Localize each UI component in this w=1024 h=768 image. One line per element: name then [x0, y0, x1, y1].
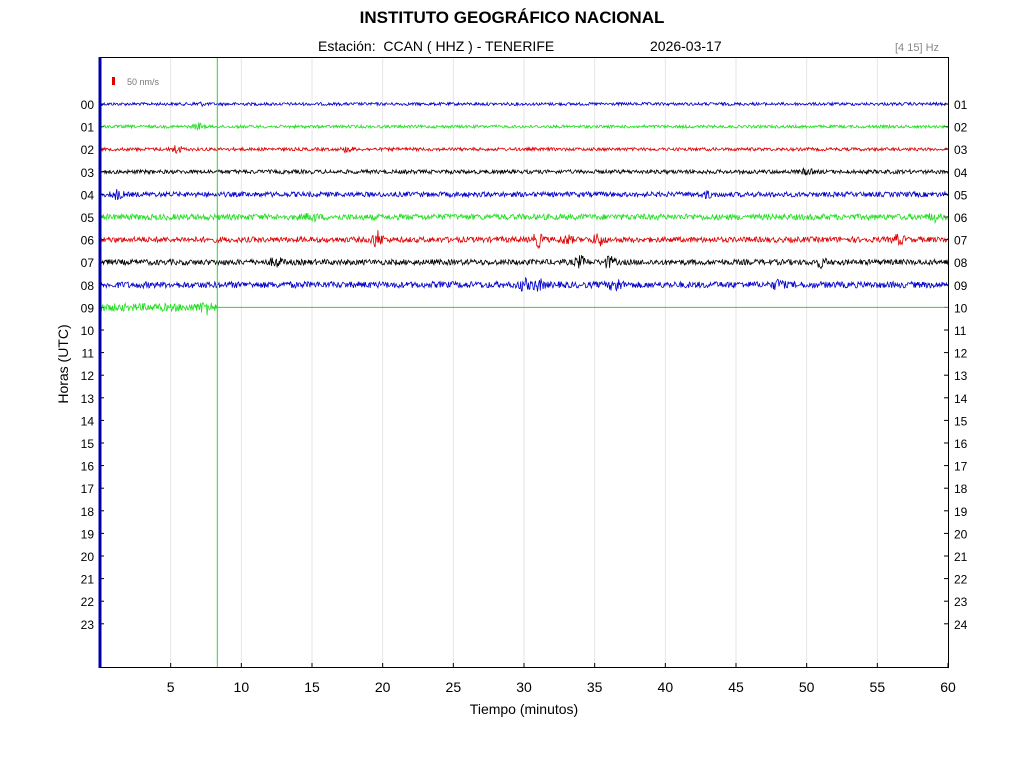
hour-label-left: 23 — [81, 618, 95, 632]
hour-label-right: 02 — [954, 121, 968, 135]
hour-label-right: 05 — [954, 188, 968, 202]
hour-label-left: 07 — [81, 256, 95, 270]
hour-label-left: 15 — [81, 437, 95, 451]
scale-bar — [112, 77, 115, 85]
hour-label-left: 03 — [81, 166, 95, 180]
hour-label-left: 17 — [81, 482, 95, 496]
hour-label-right: 15 — [954, 414, 968, 428]
hour-label-right: 07 — [954, 234, 968, 248]
trace-hour-06 — [99, 230, 948, 250]
hour-label-right: 22 — [954, 573, 968, 587]
hour-label-left: 00 — [81, 98, 95, 112]
hour-label-left: 22 — [81, 595, 95, 609]
hour-label-left: 09 — [81, 301, 95, 315]
hour-label-right: 21 — [954, 550, 968, 564]
hour-label-right: 10 — [954, 301, 968, 315]
date-label: 2026-03-17 — [650, 38, 722, 54]
hour-label-right: 23 — [954, 595, 968, 609]
hour-label-right: 19 — [954, 505, 968, 519]
hour-label-left: 04 — [81, 188, 95, 202]
hour-label-left: 08 — [81, 279, 95, 293]
x-axis-label: Tiempo (minutos) — [470, 701, 578, 717]
x-tick-label: 35 — [587, 679, 603, 695]
hour-label-right: 09 — [954, 279, 968, 293]
station-label: Estación: CCAN ( HHZ ) - TENERIFE — [318, 38, 555, 54]
x-tick-label: 50 — [799, 679, 815, 695]
trace-hour-02 — [99, 145, 949, 155]
hour-label-right: 11 — [954, 324, 967, 338]
trace-hour-08 — [99, 276, 949, 292]
hour-label-right: 04 — [954, 166, 968, 180]
x-tick-label: 45 — [728, 679, 744, 695]
hour-label-right: 12 — [954, 347, 968, 361]
y-axis-label: Horas (UTC) — [55, 324, 71, 403]
filter-label: [4 15] Hz — [895, 42, 940, 54]
hour-label-right: 18 — [954, 482, 968, 496]
hour-label-left: 19 — [81, 527, 95, 541]
trace-hour-04 — [99, 189, 949, 201]
hour-label-left: 20 — [81, 550, 95, 564]
x-tick-label: 25 — [446, 679, 462, 695]
trace-hour-05 — [99, 212, 948, 225]
trace-hour-07 — [99, 255, 949, 270]
hour-label-right: 14 — [954, 392, 968, 406]
x-tick-label: 60 — [940, 679, 956, 695]
hour-label-left: 06 — [81, 234, 95, 248]
hour-label-left: 14 — [81, 414, 95, 428]
hour-label-right: 01 — [954, 98, 968, 112]
x-tick-label: 40 — [658, 679, 674, 695]
hour-label-right: 24 — [954, 618, 968, 632]
page-title: INSTITUTO GEOGRÁFICO NACIONAL — [359, 8, 665, 27]
x-tick-label: 55 — [870, 679, 886, 695]
axis-labels: 5 10 15 20 25 30 35 40 45 50 55 60 00 01 02 03 04 05 06 07 0… — [81, 98, 968, 695]
grid — [100, 58, 949, 668]
hour-label-left: 16 — [81, 460, 95, 474]
trace-hour-01 — [99, 122, 949, 131]
x-tick-label: 10 — [234, 679, 250, 695]
hour-label-left: 01 — [81, 121, 95, 135]
hour-label-right: 17 — [954, 460, 968, 474]
trace-hour-00 — [99, 101, 948, 108]
x-tick-label: 5 — [167, 679, 175, 695]
hour-label-left: 10 — [81, 324, 95, 338]
hour-label-left: 18 — [81, 505, 95, 519]
hour-label-right: 20 — [954, 527, 968, 541]
hour-label-right: 16 — [954, 437, 968, 451]
scale-label: 50 nm/s — [127, 77, 160, 87]
trace-hour-09 — [99, 301, 218, 316]
hour-label-left: 13 — [81, 392, 95, 406]
hour-label-right: 06 — [954, 211, 968, 225]
trace-hour-03 — [99, 166, 949, 176]
hour-label-right: 13 — [954, 369, 968, 383]
x-tick-label: 30 — [516, 679, 532, 695]
traces — [99, 58, 949, 668]
hour-label-left: 21 — [81, 573, 95, 587]
hour-label-left: 12 — [81, 369, 95, 383]
hour-label-left: 05 — [81, 211, 95, 225]
hour-label-right: 03 — [954, 143, 968, 157]
hour-label-right: 08 — [954, 256, 968, 270]
hour-label-left: 02 — [81, 143, 95, 157]
hour-label-left: 11 — [82, 347, 95, 361]
x-tick-label: 15 — [304, 679, 320, 695]
x-tick-label: 20 — [375, 679, 391, 695]
